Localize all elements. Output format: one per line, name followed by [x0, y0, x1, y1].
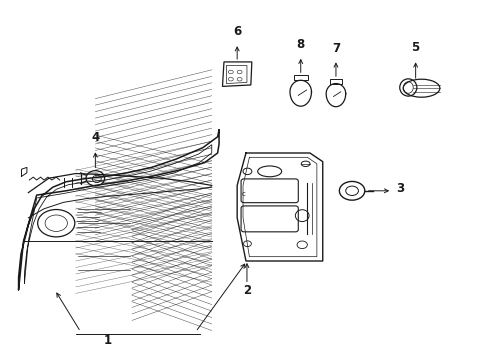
Text: 1: 1	[103, 334, 111, 347]
Text: c: c	[242, 191, 245, 197]
Text: 6: 6	[233, 25, 241, 38]
Text: 2: 2	[243, 284, 250, 297]
Text: 8: 8	[296, 38, 304, 51]
Text: 5: 5	[411, 41, 419, 54]
Text: 4: 4	[91, 131, 99, 144]
Text: 7: 7	[331, 42, 339, 55]
Text: 3: 3	[395, 183, 404, 195]
